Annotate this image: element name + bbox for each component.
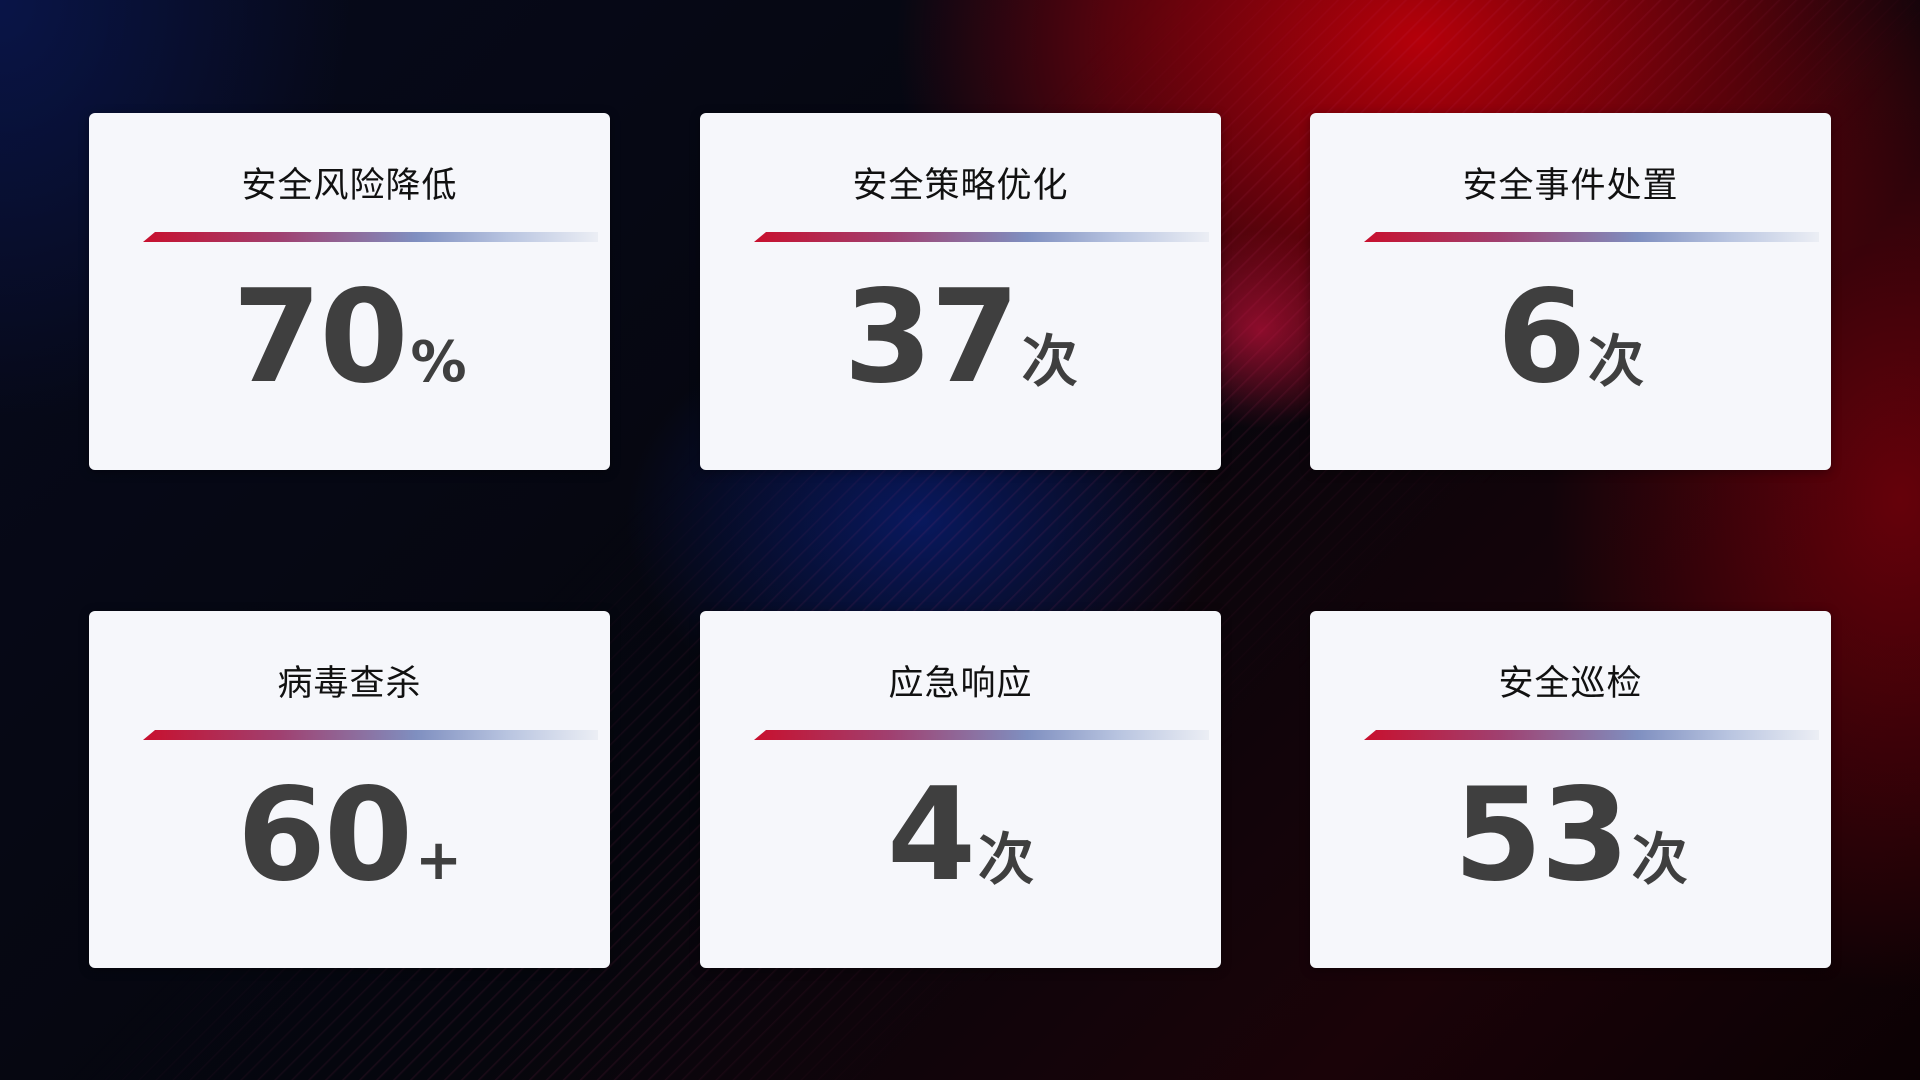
stat-card-incident-handling: 安全事件处置 6次 xyxy=(1310,113,1831,470)
value-number: 53 xyxy=(1453,761,1629,910)
gradient-divider xyxy=(1364,232,1819,242)
stat-card-security-inspection: 安全巡检 53次 xyxy=(1310,611,1831,968)
card-title: 安全巡检 xyxy=(1498,664,1643,704)
value-unit: 次 xyxy=(978,828,1035,893)
card-value: 6次 xyxy=(1310,263,1831,412)
card-title: 病毒查杀 xyxy=(277,664,422,704)
gradient-divider xyxy=(1364,730,1819,740)
gradient-divider xyxy=(754,232,1209,242)
card-title: 安全策略优化 xyxy=(852,166,1069,206)
value-unit: 次 xyxy=(1021,330,1078,395)
card-value: 4次 xyxy=(700,761,1221,910)
gradient-divider xyxy=(143,730,598,740)
value-number: 70 xyxy=(232,263,408,412)
gradient-divider xyxy=(143,232,598,242)
value-unit: 次 xyxy=(1631,828,1688,893)
card-value: 60+ xyxy=(89,761,610,910)
card-title: 应急响应 xyxy=(888,664,1033,704)
card-title: 安全事件处置 xyxy=(1462,166,1679,206)
value-number: 60 xyxy=(236,761,413,910)
value-number: 4 xyxy=(886,761,976,910)
card-value: 37次 xyxy=(700,263,1221,412)
value-number: 37 xyxy=(843,263,1019,412)
card-value: 53次 xyxy=(1310,761,1831,910)
value-number: 6 xyxy=(1496,263,1586,412)
value-unit: + xyxy=(415,828,463,893)
stat-card-virus-removal: 病毒查杀 60+ xyxy=(89,611,610,968)
stat-card-risk-reduction: 安全风险降低 70% xyxy=(89,113,610,470)
value-unit: % xyxy=(410,330,467,395)
card-title: 安全风险降低 xyxy=(241,166,458,206)
card-value: 70% xyxy=(89,263,610,412)
gradient-divider xyxy=(754,730,1209,740)
stat-card-policy-optimization: 安全策略优化 37次 xyxy=(700,113,1221,470)
stat-card-emergency-response: 应急响应 4次 xyxy=(700,611,1221,968)
value-unit: 次 xyxy=(1588,330,1645,395)
